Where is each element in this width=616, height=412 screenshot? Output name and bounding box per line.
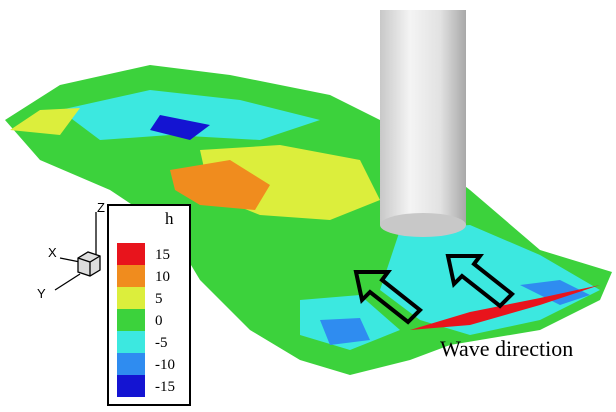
axis-triad [55, 212, 100, 290]
legend-swatch [117, 353, 145, 375]
legend-label: 0 [155, 313, 163, 329]
legend-swatch [117, 287, 145, 309]
legend: h 15 10 5 0 -5 -10 -15 [108, 205, 190, 405]
legend-swatch [117, 265, 145, 287]
legend-swatch [117, 331, 145, 353]
legend-title: h [165, 209, 174, 228]
legend-swatch [117, 243, 145, 265]
legend-label: 5 [155, 291, 163, 307]
axis-label: Z [97, 200, 105, 215]
annotation: Wave direction [440, 336, 573, 361]
pile [380, 10, 466, 237]
axis-label: Y [37, 286, 46, 301]
legend-swatch [117, 375, 145, 397]
axis-label: X [48, 245, 57, 260]
legend-label: 10 [155, 269, 170, 285]
legend-label: 15 [155, 247, 170, 263]
legend-label: -5 [155, 335, 168, 351]
legend-swatch [117, 309, 145, 331]
scene: Wave direction Z X Y h 15 10 5 0 -5 -10 -15 [0, 0, 616, 412]
legend-label: -15 [155, 379, 175, 395]
legend-label: -10 [155, 357, 175, 373]
